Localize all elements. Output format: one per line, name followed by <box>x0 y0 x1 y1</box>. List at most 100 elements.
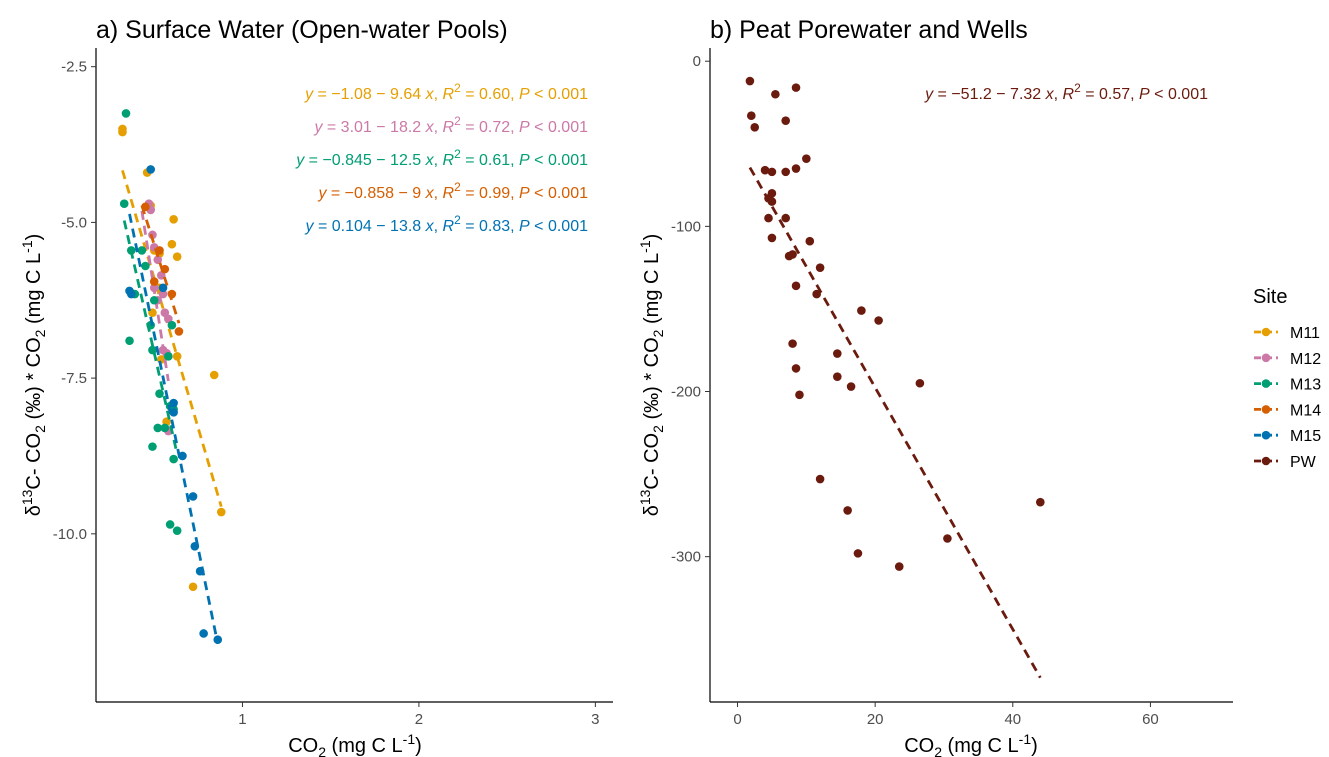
panel-b-y-axis-label: δ13C- CO2 (‰) * CO2 (mg C L-1) <box>637 234 666 517</box>
panel-a-x-axis-label: CO2 (mg C L-1) <box>288 731 422 757</box>
legend-label: M11 <box>1290 325 1320 342</box>
point-m11 <box>169 214 178 224</box>
panel-b-equations: y = −51.2 − 7.32 x, R2 = 0.57, P < 0.001 <box>924 81 1208 103</box>
point-m15 <box>213 635 223 645</box>
point-m15 <box>188 492 198 501</box>
point-pw <box>781 116 790 125</box>
point-pw <box>771 89 780 99</box>
point-pw <box>746 111 756 121</box>
point-pw <box>943 534 952 543</box>
point-m11 <box>209 370 219 380</box>
point-m12 <box>153 255 163 265</box>
point-m13 <box>169 454 178 464</box>
panel-a-marks <box>118 109 226 645</box>
point-m13 <box>148 442 157 451</box>
panel-a-ticks: 1 2 3 -2.5 -5.0 -7.5 -10.0 <box>53 59 600 728</box>
point-pw <box>833 349 842 358</box>
legend-label: M12 <box>1290 351 1321 368</box>
point-pw <box>745 76 755 86</box>
fit-line-m13 <box>122 220 179 455</box>
point-m15 <box>178 451 187 461</box>
point-pw <box>781 167 790 177</box>
point-m13 <box>141 261 150 271</box>
point-m13 <box>119 199 129 209</box>
y-tick-label: -300 <box>671 549 701 566</box>
y-tick-label: -100 <box>671 218 701 235</box>
point-m15 <box>158 283 168 293</box>
point-pw <box>802 154 811 163</box>
equation-m14: y = −0.858 − 9 x, R2 = 0.99, P < 0.001 <box>317 180 588 202</box>
panel-b-marks <box>745 76 1045 679</box>
legend-marker <box>1261 456 1271 466</box>
point-m13 <box>137 246 147 255</box>
point-pw <box>781 213 790 223</box>
point-m15 <box>169 398 178 408</box>
point-m15 <box>146 165 155 174</box>
point-m15 <box>190 541 200 551</box>
point-pw <box>791 281 801 291</box>
point-pw <box>805 236 815 246</box>
point-m13 <box>172 526 182 536</box>
point-m12 <box>149 283 159 293</box>
point-pw <box>760 165 770 175</box>
fit-line-pw <box>748 166 1042 679</box>
legend-marker <box>1261 379 1271 388</box>
point-pw <box>795 390 804 400</box>
point-pw <box>788 339 797 348</box>
point-m15 <box>199 629 208 638</box>
point-m11 <box>118 124 127 134</box>
point-m11 <box>172 252 182 261</box>
point-m12 <box>158 289 168 299</box>
point-m13 <box>153 423 163 433</box>
point-pw <box>857 306 866 315</box>
legend-item-m15: M15 <box>1254 428 1321 445</box>
point-pw <box>767 197 777 206</box>
point-m13 <box>167 320 177 330</box>
legend-item-pw: PW <box>1254 454 1317 471</box>
point-m14 <box>149 277 159 286</box>
panel-b-title: b) Peat Porewater and Wells <box>710 16 1028 44</box>
point-pw <box>767 167 777 177</box>
x-tick-label: 3 <box>591 711 599 728</box>
point-pw <box>1036 497 1045 507</box>
point-pw <box>843 506 852 515</box>
x-tick-label: 2 <box>415 711 423 728</box>
equation-m15: y = 0.104 − 13.8 x, R2 = 0.83, P < 0.001 <box>305 213 589 235</box>
fit-line-m15 <box>128 213 220 644</box>
equation-m13: y = −0.845 − 12.5 x, R2 = 0.61, P < 0.00… <box>295 147 588 169</box>
fit-line-m14 <box>140 205 181 324</box>
legend-label: M13 <box>1290 377 1321 394</box>
point-m13 <box>164 352 173 361</box>
point-pw <box>791 164 801 173</box>
point-pw <box>815 263 825 272</box>
point-pw <box>767 233 777 243</box>
legend-marker <box>1261 327 1271 337</box>
point-pw <box>812 289 821 299</box>
point-m12 <box>160 308 170 318</box>
equation-pw: y = −51.2 − 7.32 x, R2 = 0.57, P < 0.001 <box>924 81 1208 103</box>
point-m14 <box>141 202 150 212</box>
y-tick-label: -5.0 <box>61 214 87 231</box>
legend-marker <box>1261 405 1271 414</box>
point-m13 <box>148 345 157 355</box>
point-m15 <box>195 566 205 576</box>
point-pw <box>750 122 760 132</box>
point-m14 <box>155 246 164 255</box>
point-m13 <box>149 295 159 305</box>
y-tick-label: 0 <box>693 53 701 70</box>
point-m13 <box>121 109 131 118</box>
point-m11 <box>216 507 226 517</box>
point-m13 <box>125 336 134 346</box>
point-m13 <box>165 520 175 529</box>
equation-m12: y = 3.01 − 18.2 x, R2 = 0.72, P < 0.001 <box>313 114 588 136</box>
point-pw <box>846 382 856 391</box>
point-m12 <box>164 314 173 324</box>
legend-item-m13: M13 <box>1254 377 1321 394</box>
x-tick-label: 60 <box>1142 711 1159 728</box>
point-pw <box>791 83 801 92</box>
legend: Site M11 M12 M13 M14 M15 PW <box>1253 286 1321 471</box>
legend-label: M14 <box>1290 402 1321 419</box>
point-pw <box>915 378 925 388</box>
x-tick-label: 1 <box>238 711 246 728</box>
